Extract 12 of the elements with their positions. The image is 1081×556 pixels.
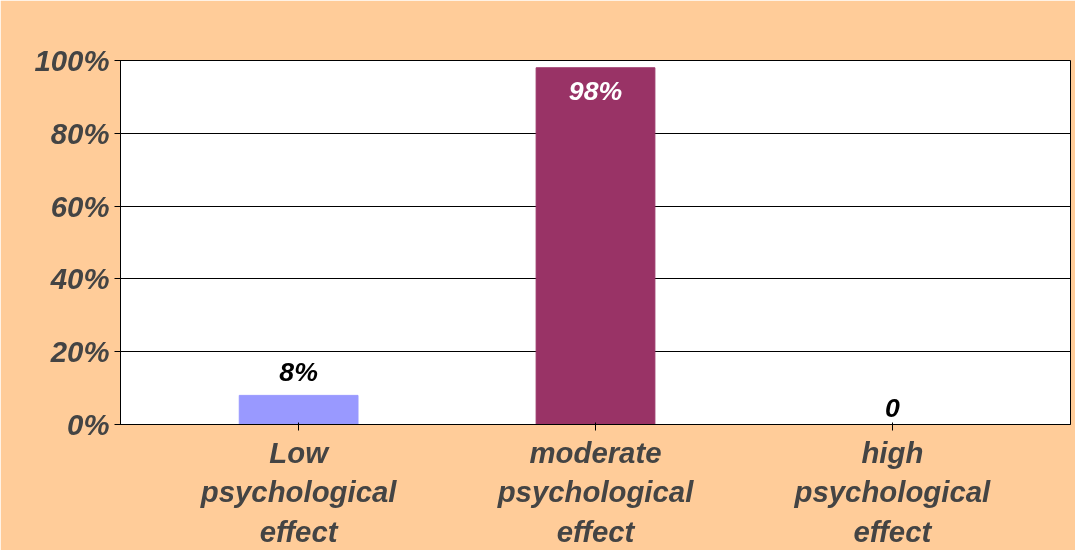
x-tick-label: high psychological effect xyxy=(793,435,992,548)
data-label: 8% xyxy=(279,357,318,388)
y-tick-label: 100% xyxy=(34,44,110,77)
y-tick-label: 0% xyxy=(67,408,110,441)
y-tick-label: 40% xyxy=(49,262,110,296)
y-tick-label: 20% xyxy=(49,335,110,369)
data-label: 98% xyxy=(568,75,623,106)
data-label: 0 xyxy=(884,392,900,423)
y-tick-label: 60% xyxy=(50,189,110,223)
x-tick-label: moderate psychological effect xyxy=(496,435,695,548)
x-tick-label: Low psychological effect xyxy=(199,435,398,548)
y-tick-label: 80% xyxy=(50,116,110,150)
